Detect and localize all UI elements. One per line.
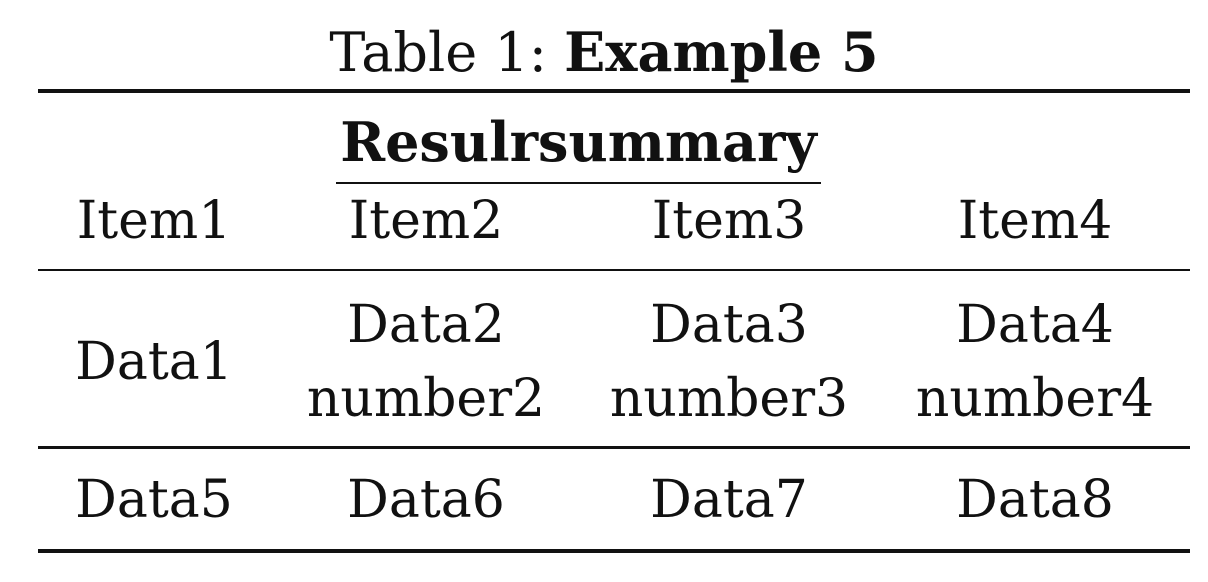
cell-text: Data7 — [650, 470, 808, 530]
table-cell-r1-c3: Data3 number3 — [604, 288, 854, 436]
cell-text: Data5 — [75, 470, 233, 530]
table-cell-r2-c2: Data6 — [300, 463, 552, 537]
column-header-item2: Item2 — [348, 191, 504, 251]
table-cell-r1-c1: Data1 — [38, 325, 270, 399]
group-header-rule — [336, 182, 821, 184]
table-cell-r2-c3: Data7 — [604, 463, 854, 537]
header-rule — [38, 269, 1190, 271]
cell-text: number3 — [609, 369, 849, 429]
cell-text: Data4 — [956, 295, 1114, 355]
caption-title: Example 5 — [564, 20, 879, 84]
cell-text: number2 — [306, 369, 546, 429]
cell-text: Data2 — [347, 295, 505, 355]
table-cell-r1-c4: Data4 number4 — [910, 288, 1160, 436]
top-rule — [38, 89, 1190, 93]
cell-text: Data8 — [956, 470, 1114, 530]
table-caption: Table 1: Example 5 — [0, 14, 1208, 91]
cell-text: Data1 — [75, 332, 233, 392]
column-header-item3: Item3 — [651, 191, 807, 251]
table-cell-r2-c4: Data8 — [910, 463, 1160, 537]
cell-text: Data3 — [650, 295, 808, 355]
cell-text: number4 — [915, 369, 1155, 429]
bottom-rule — [38, 549, 1190, 553]
cell-text: Data6 — [347, 470, 505, 530]
column-header-item4: Item4 — [957, 191, 1113, 251]
row-separator-rule — [38, 446, 1190, 449]
column-header-item1: Item1 — [76, 191, 232, 251]
table-cell-r1-c2: Data2 number2 — [300, 288, 552, 436]
group-header: Resulrsummary — [340, 110, 817, 174]
table-cell-r2-c1: Data5 — [38, 463, 270, 537]
caption-prefix: Table 1: — [329, 21, 547, 84]
